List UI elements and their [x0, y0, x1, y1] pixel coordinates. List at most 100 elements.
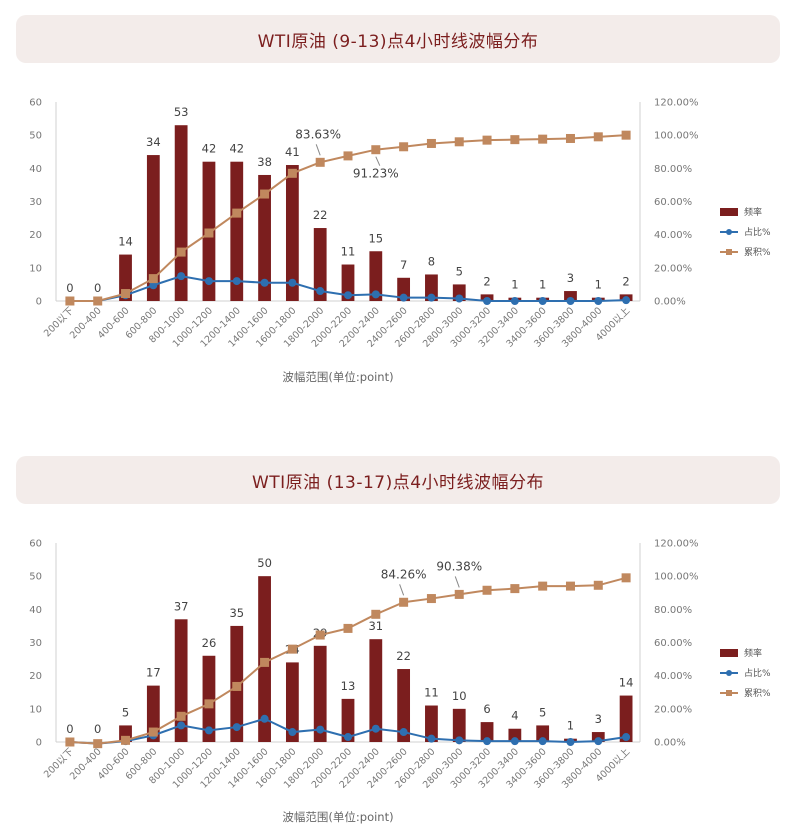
bar-frequency: [174, 125, 188, 301]
annotation-leader: [454, 576, 460, 588]
point-pct: [371, 724, 380, 733]
annotation-leader: [315, 144, 321, 156]
y-tick-label: 0: [36, 738, 42, 749]
annotation-label: 90.38%: [436, 559, 482, 573]
y2-tick-label: 120.00%: [654, 539, 699, 550]
point-pct: [65, 738, 74, 746]
y-tick-label: 50: [29, 131, 42, 142]
bar-data-label: 3: [567, 271, 574, 285]
point-cumulative: [121, 735, 131, 745]
bar-frequency: [536, 725, 550, 742]
y-tick-label: 40: [29, 164, 42, 175]
legend-label-pct: 占比%: [744, 226, 771, 238]
point-pct: [93, 739, 102, 748]
bar-data-label: 14: [619, 676, 634, 690]
point-cumulative: [399, 597, 409, 607]
point-cumulative: [204, 228, 214, 238]
y-tick-label: 40: [29, 605, 42, 616]
annotation-leader: [399, 584, 405, 596]
x-axis-title: 波幅范围(单位:point): [282, 810, 393, 824]
legend-label-cumulative: 累积%: [744, 246, 771, 258]
point-cumulative: [565, 133, 575, 143]
point-pct: [399, 293, 408, 302]
bar-frequency: [369, 251, 383, 301]
bar-data-label: 2: [622, 274, 629, 288]
legend-swatch-frequency: [720, 208, 738, 216]
bar-data-label: 22: [396, 649, 411, 663]
x-tick-label: 1600-1800: [254, 746, 298, 790]
x-tick-label: 2200-2400: [338, 746, 382, 790]
bar-frequency: [258, 174, 271, 301]
x-tick-label: 400-600: [96, 746, 132, 782]
bar-frequency: [397, 277, 411, 301]
bar-frequency: [174, 619, 188, 742]
point-cumulative: [93, 296, 103, 306]
point-pct: [344, 733, 352, 742]
point-cumulative: [315, 630, 325, 640]
bar-data-label: 14: [118, 235, 133, 249]
point-pct: [427, 734, 436, 743]
bar-data-label: 7: [400, 258, 407, 272]
point-cumulative: [65, 296, 75, 306]
legend-marker-cumulative: [726, 690, 732, 696]
bar-frequency: [313, 228, 327, 301]
bar-data-label: 0: [66, 281, 73, 295]
bar-data-label: 53: [174, 105, 189, 119]
bar-frequency: [591, 732, 605, 742]
x-tick-label: 3200-3400: [477, 746, 521, 790]
point-cumulative: [510, 135, 520, 145]
x-tick-label: 1000-1200: [171, 746, 215, 790]
bar-data-label: 8: [428, 254, 435, 268]
point-cumulative: [343, 623, 353, 633]
bar-data-label: 26: [202, 636, 217, 650]
bar-data-label: 0: [94, 722, 101, 736]
point-cumulative: [315, 157, 325, 167]
x-tick-label: 2600-2800: [393, 746, 437, 790]
bar-data-label: 4: [511, 709, 518, 723]
y2-tick-label: 100.00%: [654, 131, 699, 142]
bar-data-label: 38: [257, 155, 272, 169]
point-cumulative: [176, 247, 186, 257]
point-cumulative: [426, 138, 436, 148]
point-cumulative: [426, 594, 436, 604]
bar-frequency: [341, 698, 355, 742]
point-cumulative: [482, 135, 492, 145]
x-tick-label: 200以下: [42, 746, 76, 780]
point-cumulative: [454, 137, 464, 147]
bar-frequency: [564, 738, 577, 742]
point-cumulative: [593, 580, 603, 590]
bar-frequency: [508, 728, 522, 742]
bar-data-label: 1: [595, 278, 602, 292]
point-pct: [399, 728, 408, 737]
x-tick-label: 3400-3600: [504, 746, 548, 790]
legend-marker-pct: [726, 670, 732, 676]
point-pct: [455, 294, 464, 303]
point-pct: [177, 272, 186, 281]
point-pct: [538, 737, 547, 746]
point-cumulative: [232, 681, 242, 691]
point-cumulative: [93, 739, 103, 749]
point-cumulative: [176, 711, 186, 721]
y2-tick-label: 120.00%: [654, 98, 699, 109]
y2-tick-label: 80.00%: [654, 164, 692, 175]
point-cumulative: [538, 581, 548, 591]
point-pct: [427, 293, 436, 302]
bar-frequency: [480, 722, 494, 742]
point-pct: [510, 737, 519, 746]
point-cumulative: [121, 289, 131, 299]
point-cumulative: [454, 589, 464, 599]
y-tick-label: 60: [29, 539, 42, 550]
x-tick-label: 2000-2200: [310, 746, 354, 790]
x-tick-label: 3000-3200: [449, 746, 493, 790]
point-pct: [316, 287, 325, 296]
point-pct: [288, 728, 297, 737]
point-pct: [371, 290, 380, 299]
y-tick-label: 10: [29, 263, 42, 274]
point-cumulative: [148, 274, 158, 284]
annotation-leader: [375, 156, 381, 166]
x-tick-label: 1200-1400: [198, 746, 242, 790]
point-cumulative: [204, 699, 214, 709]
bar-frequency: [564, 291, 577, 301]
line-pct: [69, 717, 627, 745]
